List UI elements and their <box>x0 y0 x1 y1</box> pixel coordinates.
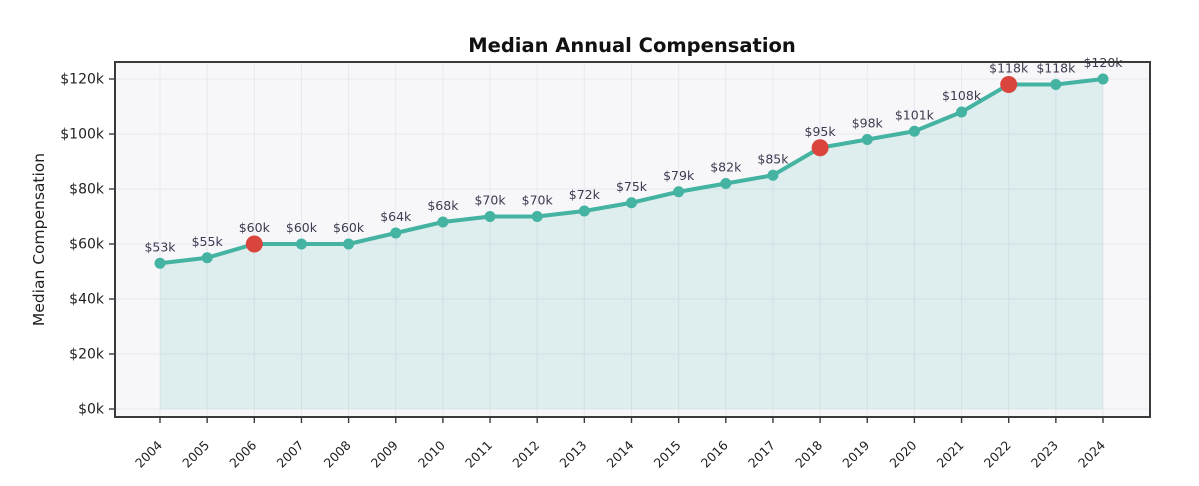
highlighted-data-point <box>811 139 829 157</box>
x-tick-label: 2020 <box>886 437 919 470</box>
data-point <box>1097 73 1109 85</box>
y-tick-label: $80k <box>69 182 105 198</box>
data-point-label: $53k <box>144 239 176 254</box>
y-tick-label: $0k <box>78 402 105 418</box>
data-point-label: $118k <box>1036 61 1076 76</box>
data-point-label: $60k <box>286 220 318 235</box>
x-tick-label: 2015 <box>651 438 684 471</box>
data-point <box>343 238 355 250</box>
data-point-label: $82k <box>710 160 742 175</box>
data-point-label: $55k <box>192 234 224 249</box>
x-tick-label: 2006 <box>226 437 259 470</box>
data-point <box>437 216 449 228</box>
data-point-label: $79k <box>663 168 695 183</box>
data-point-label: $118k <box>989 61 1029 76</box>
chart-title: Median Annual Compensation <box>468 34 796 57</box>
x-tick-label: 2012 <box>509 438 542 471</box>
data-point-label: $101k <box>895 107 935 122</box>
data-point <box>578 205 590 217</box>
data-point-label: $60k <box>333 220 365 235</box>
x-tick-label: 2023 <box>1028 438 1061 471</box>
x-tick-label: 2013 <box>556 438 589 471</box>
plot-border <box>114 61 1151 418</box>
x-tick-label: 2009 <box>368 437 401 470</box>
x-tick-label: 2021 <box>934 438 967 471</box>
y-axis-label: Median Compensation <box>30 153 48 326</box>
x-tick-label: 2019 <box>839 437 872 470</box>
data-point-label: $64k <box>380 209 412 224</box>
data-point <box>201 252 213 264</box>
data-point <box>956 106 968 118</box>
x-tick-label: 2011 <box>462 438 495 471</box>
x-tick-label: 2016 <box>698 437 731 470</box>
data-point-label: $68k <box>427 198 459 213</box>
x-tick-label: 2005 <box>179 438 212 471</box>
x-tick-label: 2022 <box>981 438 1014 471</box>
y-tick-label: $20k <box>69 347 105 363</box>
y-tick-label: $120k <box>60 72 105 88</box>
data-point <box>908 125 920 137</box>
data-point-label: $75k <box>616 179 648 194</box>
data-point <box>626 197 637 209</box>
data-point-label: $60k <box>239 220 271 235</box>
data-point-label: $85k <box>757 151 789 166</box>
data-point <box>720 178 732 189</box>
x-tick-label: 2007 <box>273 438 306 471</box>
data-point-label: $72k <box>569 187 601 202</box>
highlighted-data-point <box>245 235 263 253</box>
area-fill <box>160 79 1103 409</box>
y-tick-label: $40k <box>69 292 105 308</box>
data-point <box>531 211 543 222</box>
data-point <box>1050 79 1062 90</box>
highlighted-data-point <box>1000 76 1018 93</box>
axis-ticks <box>109 78 1104 423</box>
data-point <box>767 169 779 181</box>
plot-area <box>115 62 1150 417</box>
gridlines <box>115 62 1150 417</box>
data-point <box>154 257 166 269</box>
data-points <box>154 73 1109 269</box>
data-point <box>390 227 402 239</box>
data-point-labels: $53k $55k $60k $60k $60k $64k $68k $70k $70k $72k… <box>144 55 1123 254</box>
data-point-label: $95k <box>805 124 837 139</box>
y-tick-label: $60k <box>69 237 105 253</box>
data-point <box>295 238 307 250</box>
data-point <box>673 186 685 198</box>
data-point <box>484 211 496 222</box>
y-tick-label: $100k <box>60 127 105 143</box>
data-point-label: $98k <box>852 116 884 131</box>
x-tick-label: 2010 <box>415 437 448 470</box>
data-point-label: $70k <box>474 193 506 208</box>
data-point-label: $70k <box>522 193 554 208</box>
x-tick-label: 2024 <box>1075 437 1108 470</box>
x-tick-label: 2014 <box>604 437 637 470</box>
x-tick-label: 2008 <box>321 437 354 470</box>
data-point <box>861 134 873 145</box>
area-fill-shape <box>160 79 1103 409</box>
spine-box <box>114 61 1151 418</box>
x-tick-label: 2018 <box>792 437 825 470</box>
x-tick-label: 2017 <box>745 438 778 471</box>
data-point-label: $108k <box>942 88 982 103</box>
plot-background <box>115 62 1150 417</box>
x-tick-label: 2004 <box>132 437 165 470</box>
